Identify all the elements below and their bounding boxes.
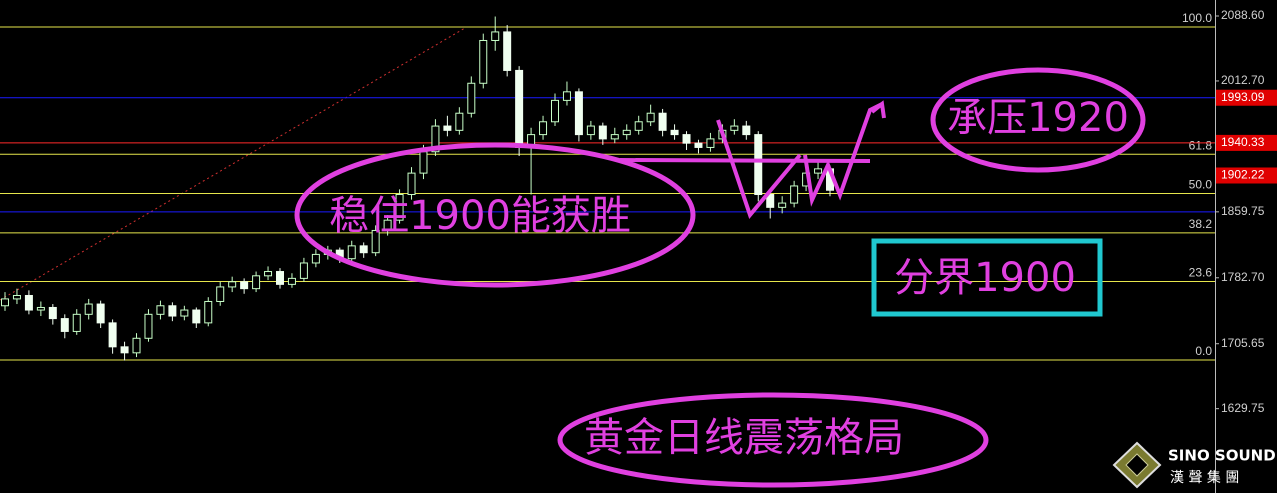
candle-body bbox=[12, 294, 21, 300]
box bbox=[871, 238, 1103, 317]
logo: SINO SOUND 漢 聲 集 團 bbox=[1112, 441, 1276, 489]
price-label-box bbox=[1216, 134, 1277, 151]
candle-body bbox=[180, 309, 189, 317]
annotation: 稳住1900能获胜 bbox=[329, 193, 631, 239]
y-tick-label: 1705.65 bbox=[1221, 336, 1265, 350]
y-tick-label: 1629.75 bbox=[1221, 401, 1265, 415]
candle-body bbox=[48, 306, 57, 320]
candle-body bbox=[60, 318, 69, 332]
candle-body bbox=[84, 303, 93, 315]
candle-body bbox=[598, 125, 607, 140]
candle-body bbox=[108, 322, 117, 348]
candle-body bbox=[156, 305, 165, 315]
candle-body bbox=[754, 134, 763, 196]
candle-body bbox=[622, 129, 631, 136]
fib-label: 100.0 bbox=[1182, 11, 1212, 25]
candle-body bbox=[814, 168, 823, 174]
candle-body bbox=[120, 346, 129, 354]
candle-body bbox=[766, 194, 775, 208]
fib-label: 23.6 bbox=[1189, 266, 1213, 280]
candle-body bbox=[503, 31, 512, 71]
candle-body bbox=[646, 112, 655, 123]
candle-body bbox=[682, 134, 691, 144]
logo-name: SINO SOUND bbox=[1168, 447, 1276, 465]
candle-body bbox=[132, 337, 141, 354]
candle-body bbox=[610, 134, 619, 140]
candle-body bbox=[228, 281, 237, 288]
candle-body bbox=[491, 31, 500, 41]
candle-body bbox=[1, 298, 9, 307]
candle-body bbox=[395, 194, 404, 221]
candle-body bbox=[24, 294, 33, 311]
candle-body bbox=[443, 125, 452, 131]
price-label-box bbox=[1216, 167, 1277, 184]
candle-body bbox=[204, 300, 213, 324]
candle-body bbox=[634, 121, 643, 131]
candle-body bbox=[192, 309, 201, 324]
candle-body bbox=[144, 313, 153, 339]
candle-body bbox=[479, 39, 488, 84]
candle-body bbox=[347, 245, 356, 260]
candle-body bbox=[790, 185, 799, 204]
candle-body bbox=[359, 245, 368, 254]
candle-body bbox=[694, 142, 703, 148]
candle-body bbox=[670, 129, 679, 136]
y-tick-label: 2088.60 bbox=[1221, 8, 1265, 22]
candle-body bbox=[431, 125, 440, 153]
candle-body bbox=[586, 125, 595, 136]
fib-label: 0.0 bbox=[1195, 344, 1212, 358]
candle-body bbox=[383, 219, 392, 231]
candle-body bbox=[730, 125, 739, 131]
candle-body bbox=[72, 313, 81, 332]
candle-body bbox=[216, 286, 225, 302]
candle-body bbox=[168, 305, 177, 317]
annotation: 分界1900 bbox=[894, 255, 1076, 301]
price-label-box bbox=[1216, 89, 1277, 106]
trend-line bbox=[0, 27, 466, 301]
candle-body bbox=[36, 306, 45, 311]
annotation: 黄金日线震荡格局 bbox=[584, 415, 904, 461]
candle-body bbox=[574, 91, 583, 136]
candle-body bbox=[371, 229, 380, 254]
candle-body bbox=[455, 112, 464, 131]
price-label: 1993.09 bbox=[1221, 90, 1265, 104]
candle-body bbox=[778, 202, 787, 208]
candle-body bbox=[299, 262, 308, 279]
annotation-shapes bbox=[294, 67, 1146, 488]
plot: 100.0 61.8 50.0 38.2 23.6 0.0 2088.60 2012.70 18… bbox=[0, 8, 1265, 415]
candle-body bbox=[742, 125, 751, 136]
candle-body bbox=[515, 69, 524, 148]
candle-body bbox=[276, 271, 284, 285]
candle-body bbox=[311, 253, 320, 264]
candle-body bbox=[264, 271, 273, 277]
y-tick-label: 2012.70 bbox=[1221, 73, 1265, 87]
candle-body bbox=[96, 303, 105, 324]
logo-subtitle: 漢 聲 集 團 bbox=[1170, 469, 1239, 486]
annotation: 承压1920 bbox=[947, 95, 1129, 141]
candle-body bbox=[252, 275, 261, 290]
candle-body bbox=[562, 91, 571, 101]
price-label: 1902.22 bbox=[1221, 168, 1265, 182]
candle-body bbox=[706, 138, 715, 148]
candle-body bbox=[240, 281, 249, 290]
fib-label: 50.0 bbox=[1189, 178, 1213, 192]
candle-body bbox=[407, 172, 416, 196]
candle-body bbox=[467, 82, 476, 114]
y-tick-label: 1782.70 bbox=[1221, 270, 1265, 284]
candle-body bbox=[287, 277, 296, 285]
candle-body bbox=[658, 112, 667, 131]
candle-body bbox=[539, 121, 548, 136]
candle-body bbox=[419, 151, 428, 174]
price-label: 1940.33 bbox=[1221, 135, 1265, 149]
fib-label: 61.8 bbox=[1189, 138, 1213, 152]
y-tick-label: 1859.75 bbox=[1221, 204, 1265, 218]
fib-label: 38.2 bbox=[1189, 217, 1213, 231]
candle-body bbox=[551, 99, 559, 123]
